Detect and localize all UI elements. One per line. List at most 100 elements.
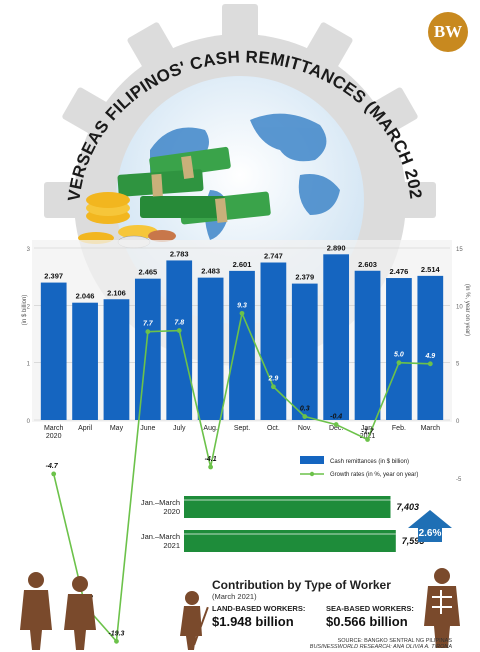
left-axis-title: (in $ billion) xyxy=(22,295,28,326)
period-label: Jan.–March xyxy=(141,498,180,507)
bw-logo: BW xyxy=(428,12,468,52)
growth-point-9 xyxy=(333,422,339,427)
period-bar-stripe xyxy=(184,533,396,535)
growth-point-8 xyxy=(302,414,308,419)
right-tick-label: 15 xyxy=(456,247,463,253)
bar-value-label: 2.603 xyxy=(358,260,377,269)
growth-value-label: 7.8 xyxy=(174,320,184,327)
growth-value-label: 4.9 xyxy=(424,353,435,360)
category-label: May xyxy=(110,425,124,432)
bar-value-label: 2.476 xyxy=(390,267,409,276)
category-label: June xyxy=(140,425,155,432)
legend-line-label: Growth rates (in %, year on year) xyxy=(330,472,418,478)
growth-point-4 xyxy=(176,328,182,333)
legend-bar-swatch xyxy=(300,456,324,464)
bar-12 xyxy=(417,275,444,420)
bar-5 xyxy=(197,277,224,420)
up-arrow-icon xyxy=(408,510,452,542)
sea-based-label: SEA-BASED WORKERS: xyxy=(326,604,414,613)
category-label: Oct. xyxy=(267,425,280,432)
bar-4 xyxy=(166,260,193,420)
bar-value-label: 2.747 xyxy=(264,252,283,261)
period-label: Jan.–March xyxy=(141,532,180,541)
bar-8 xyxy=(291,283,318,420)
bar-value-label: 2.397 xyxy=(44,272,63,281)
growth-value-label: -4.7 xyxy=(46,463,59,470)
growth-point-5 xyxy=(208,464,214,470)
title-arc: OVERSEAS FILIPINOS' CASH REMITTANCES (MA… xyxy=(0,0,425,202)
bar-value-label: 2.601 xyxy=(233,260,252,269)
period-value-label: 7,403 xyxy=(397,502,420,512)
category-label: Nov. xyxy=(298,425,312,432)
growth-point-3 xyxy=(145,329,151,335)
category-label: March xyxy=(421,425,441,432)
category-label: Dec. xyxy=(329,425,343,432)
right-tick-label: 5 xyxy=(456,362,460,368)
bar-3 xyxy=(134,278,161,420)
bar-0 xyxy=(40,282,67,420)
growth-point-7 xyxy=(270,384,276,390)
growth-point-11 xyxy=(396,360,402,366)
bar-11 xyxy=(386,278,412,420)
growth-value-label: -4.1 xyxy=(205,456,217,463)
left-tick-label: 3 xyxy=(27,247,31,253)
category-label: 2020 xyxy=(46,433,62,440)
period-label: 2021 xyxy=(163,541,180,550)
category-label: July xyxy=(173,425,186,432)
growth-value-label: 9.3 xyxy=(237,302,247,309)
right-tick-label: 0 xyxy=(456,419,460,425)
bar-1 xyxy=(72,302,98,420)
growth-value-label: -1.7 xyxy=(362,428,375,435)
land-based-value: $1.948 billion xyxy=(212,614,294,629)
period-value-label: 7,593 xyxy=(402,536,425,546)
bar-value-label: 2.890 xyxy=(327,243,346,252)
bar-value-label: 2.514 xyxy=(421,265,441,274)
growth-point-1 xyxy=(82,603,88,609)
bar-value-label: 2.465 xyxy=(138,268,157,277)
growth-value-label: 7.7 xyxy=(143,321,154,328)
growth-point-6 xyxy=(239,310,245,316)
change-label: 2.6% xyxy=(419,528,442,539)
period-bar-0 xyxy=(184,496,391,518)
left-tick-label: 2 xyxy=(27,304,31,310)
bar-6 xyxy=(229,270,255,420)
bar-value-label: 2.379 xyxy=(295,273,314,282)
left-tick-label: 0 xyxy=(27,419,31,425)
growth-value-label: -0.4 xyxy=(330,414,342,421)
bar-10 xyxy=(354,270,381,420)
right-axis-title: (in %, year on year) xyxy=(464,284,470,336)
category-label: April xyxy=(78,425,92,432)
period-bar-1 xyxy=(184,530,396,552)
growth-point-0 xyxy=(51,471,57,477)
right-tick-label: -5 xyxy=(456,477,462,483)
bar-9 xyxy=(323,254,350,420)
growth-value-label: -16.2 xyxy=(77,595,93,602)
sea-based-value: $0.566 billion xyxy=(326,614,408,629)
bar-7 xyxy=(260,262,287,420)
bar-value-label: 2.783 xyxy=(170,249,189,258)
category-label: March xyxy=(44,425,64,432)
bar-value-label: 2.046 xyxy=(76,292,95,301)
period-bar-stripe xyxy=(184,499,391,501)
right-tick-label: 10 xyxy=(456,304,463,310)
land-based-label: LAND-BASED WORKERS: xyxy=(212,604,306,613)
growth-value-label: 5.0 xyxy=(394,352,404,359)
source-line: SOURCE: BANGKO SENTRAL NG PILIPINAS xyxy=(337,638,452,644)
left-tick-label: 1 xyxy=(27,362,31,368)
contribution-subtitle: (March 2021) xyxy=(212,592,257,601)
research-credit: BUSINESSWORLD RESEARCH: ANA OLIVIA A. TI… xyxy=(309,644,452,650)
category-label: Jan. xyxy=(361,425,374,432)
category-label: Sept. xyxy=(234,425,250,432)
legend-bar-label: Cash remittances (in $ billion) xyxy=(330,459,409,465)
legend-line-marker xyxy=(309,471,315,477)
growth-value-label: 2.9 xyxy=(268,376,279,383)
growth-point-10 xyxy=(365,437,370,442)
category-label: Feb. xyxy=(392,425,406,432)
category-label: 2021 xyxy=(360,433,376,440)
growth-point-2 xyxy=(114,638,119,644)
money-stack-icon xyxy=(117,146,271,225)
contribution-title: Contribution by Type of Worker xyxy=(212,578,391,592)
growth-point-12 xyxy=(427,361,433,367)
